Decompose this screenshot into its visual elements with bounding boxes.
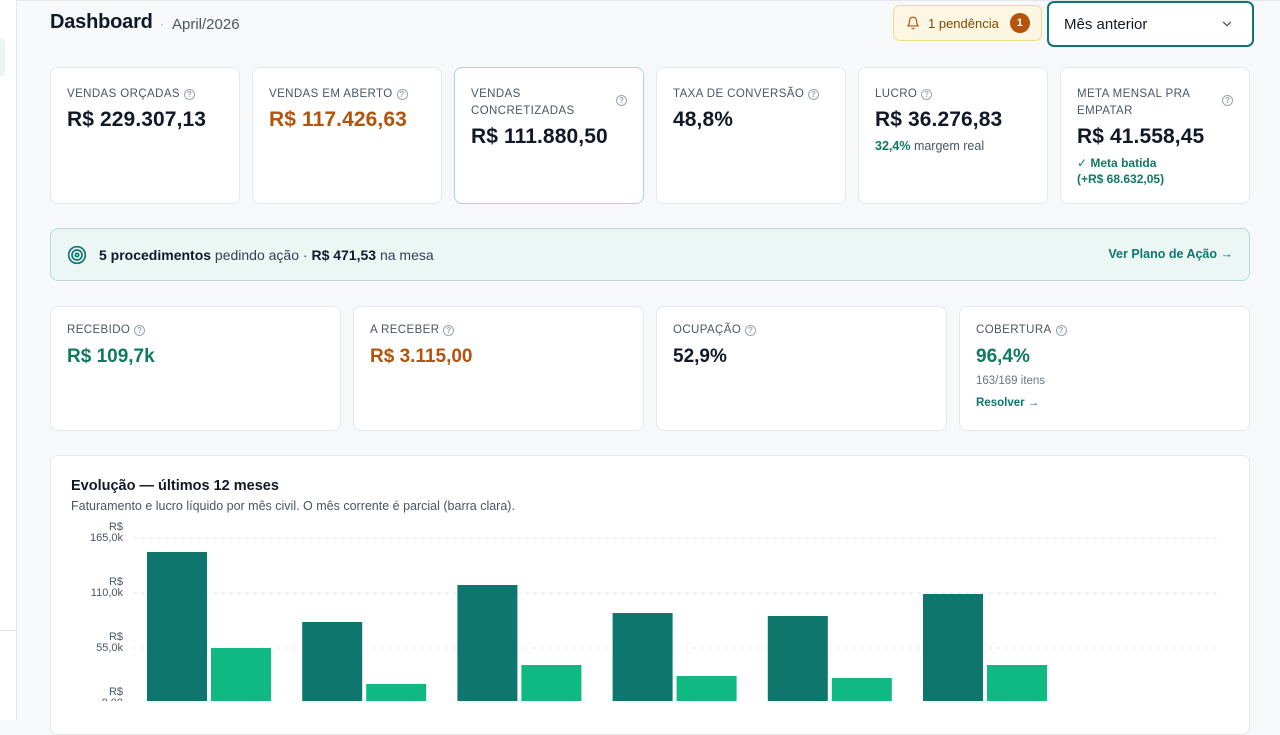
kpi-value: R$ 36.276,83 [875,108,1003,131]
kpi-label: TAXA DE CONVERSÃO? [673,86,820,103]
profit-bar[interactable] [521,665,582,701]
profit-bar[interactable] [831,678,892,701]
revenue-bar[interactable] [147,552,207,701]
action-plan-link[interactable]: Ver Plano de Ação → [1108,247,1233,261]
chevron-down-icon [1220,17,1234,36]
sidebar [0,0,17,720]
revenue-bar[interactable] [612,613,673,701]
pending-button[interactable]: 1 pendência 1 [893,5,1042,41]
help-icon[interactable]: ? [1222,95,1233,106]
page-period: April/2026 [172,16,240,33]
stat-value: R$ 3.115,00 [370,346,473,367]
resolve-link[interactable]: Resolver → [976,397,1040,409]
stat-sub: 163/169 itens [976,375,1046,387]
kpi-label: META MENSAL PRA EMPATAR [1077,88,1190,117]
revenue-bar[interactable] [767,616,828,701]
kpi-label: VENDAS EM ABERTO? [269,86,408,103]
pending-count-badge: 1 [1009,13,1030,33]
revenue-bar[interactable] [457,585,518,701]
stat-label: OCUPAÇÃO? [673,324,757,336]
kpi-card-vendas-em-aberto: VENDAS EM ABERTO? R$ 117.426,63 [252,67,442,204]
stat-card-cobertura: COBERTURA? 96,4% 163/169 itens Resolver … [959,306,1250,431]
kpi-card-meta-mensal: META MENSAL PRA EMPATAR ? R$ 41.558,45 ✓… [1060,67,1250,204]
stat-label: RECEBIDO? [67,324,146,336]
sidebar-active-indicator[interactable] [0,38,5,76]
help-icon[interactable]: ? [183,89,195,100]
action-banner: 5 procedimentos pedindo ação · R$ 471,53… [50,228,1250,281]
kpi-value: R$ 117.426,63 [269,108,407,131]
help-icon[interactable]: ? [1055,325,1067,336]
y-tick-label: R$0,00 [102,686,123,701]
stat-label: A RECEBER? [370,324,455,336]
help-icon[interactable]: ? [745,325,757,336]
kpi-card-vendas-orcadas: VENDAS ORÇADAS? R$ 229.307,13 [50,67,240,204]
kpi-label: LUCRO? [875,86,933,103]
stat-value: 52,9% [673,346,727,367]
bell-icon [906,16,920,30]
page-title: Dashboard [50,11,153,33]
kpi-value: 48,8% [673,108,734,131]
kpi-value: R$ 41.558,45 [1077,125,1205,148]
profit-bar[interactable] [676,676,737,701]
stat-label: COBERTURA? [976,324,1067,336]
kpi-value: R$ 229.307,13 [67,108,207,131]
chart-title: Evolução — últimos 12 meses [71,478,279,494]
profit-bar[interactable] [366,684,427,701]
kpi-card-vendas-concretizadas: VENDAS CONCRETIZADAS ? R$ 111.880,50 [454,67,644,204]
sidebar-divider [0,630,17,631]
revenue-bar[interactable] [302,622,363,701]
help-icon[interactable]: ? [396,89,408,100]
kpi-card-taxa-de-conversao: TAXA DE CONVERSÃO? 48,8% [656,67,846,204]
top-border [17,0,1280,1]
chart-subtitle: Faturamento e lucro líquido por mês civi… [71,499,515,513]
help-icon[interactable]: ? [443,325,455,336]
revenue-bar[interactable] [923,594,983,701]
pending-label: 1 pendência [928,15,999,31]
stat-card-ocupacao: OCUPAÇÃO? 52,9% [656,306,947,431]
profit-bar[interactable] [987,665,1047,701]
help-icon[interactable]: ? [808,89,820,100]
stat-card-recebido: RECEBIDO? R$ 109,7k [50,306,341,431]
period-select-value: Mês anterior [1064,15,1148,33]
banner-message: 5 procedimentos pedindo ação · R$ 471,53… [99,247,434,263]
y-tick-label: R$ 110,0k [91,576,124,599]
kpi-label: VENDAS ORÇADAS? [67,86,195,103]
bar-chart: R$165,0k R$110,0k R$55,0k R$0,00 [90,521,1219,701]
help-icon[interactable]: ? [616,95,627,106]
stat-value: R$ 109,7k [67,346,155,367]
help-icon[interactable]: ? [921,89,933,100]
y-tick-label: R$ 165,0k [90,521,124,544]
evolution-chart-card: Evolução — últimos 12 meses Faturamento … [50,455,1250,735]
profit-bar[interactable] [211,648,271,701]
kpi-goal-status: ✓ Meta batida (+R$ 68.632,05) [1077,156,1165,186]
stat-value: 96,4% [976,346,1030,367]
kpi-card-lucro: LUCRO? R$ 36.276,83 32,4% margem real [858,67,1048,204]
kpi-label: VENDAS CONCRETIZADAS [471,88,575,117]
help-icon[interactable]: ? [134,325,146,336]
stat-card-a-receber: A RECEBER? R$ 3.115,00 [353,306,644,431]
title-separator: · [160,17,164,31]
kpi-value: R$ 111.880,50 [471,125,608,148]
period-select[interactable]: Mês anterior [1047,1,1254,47]
kpi-margin: 32,4% margem real [875,139,985,153]
target-icon [67,245,87,270]
y-tick-label: R$ 55,0k [96,631,123,654]
